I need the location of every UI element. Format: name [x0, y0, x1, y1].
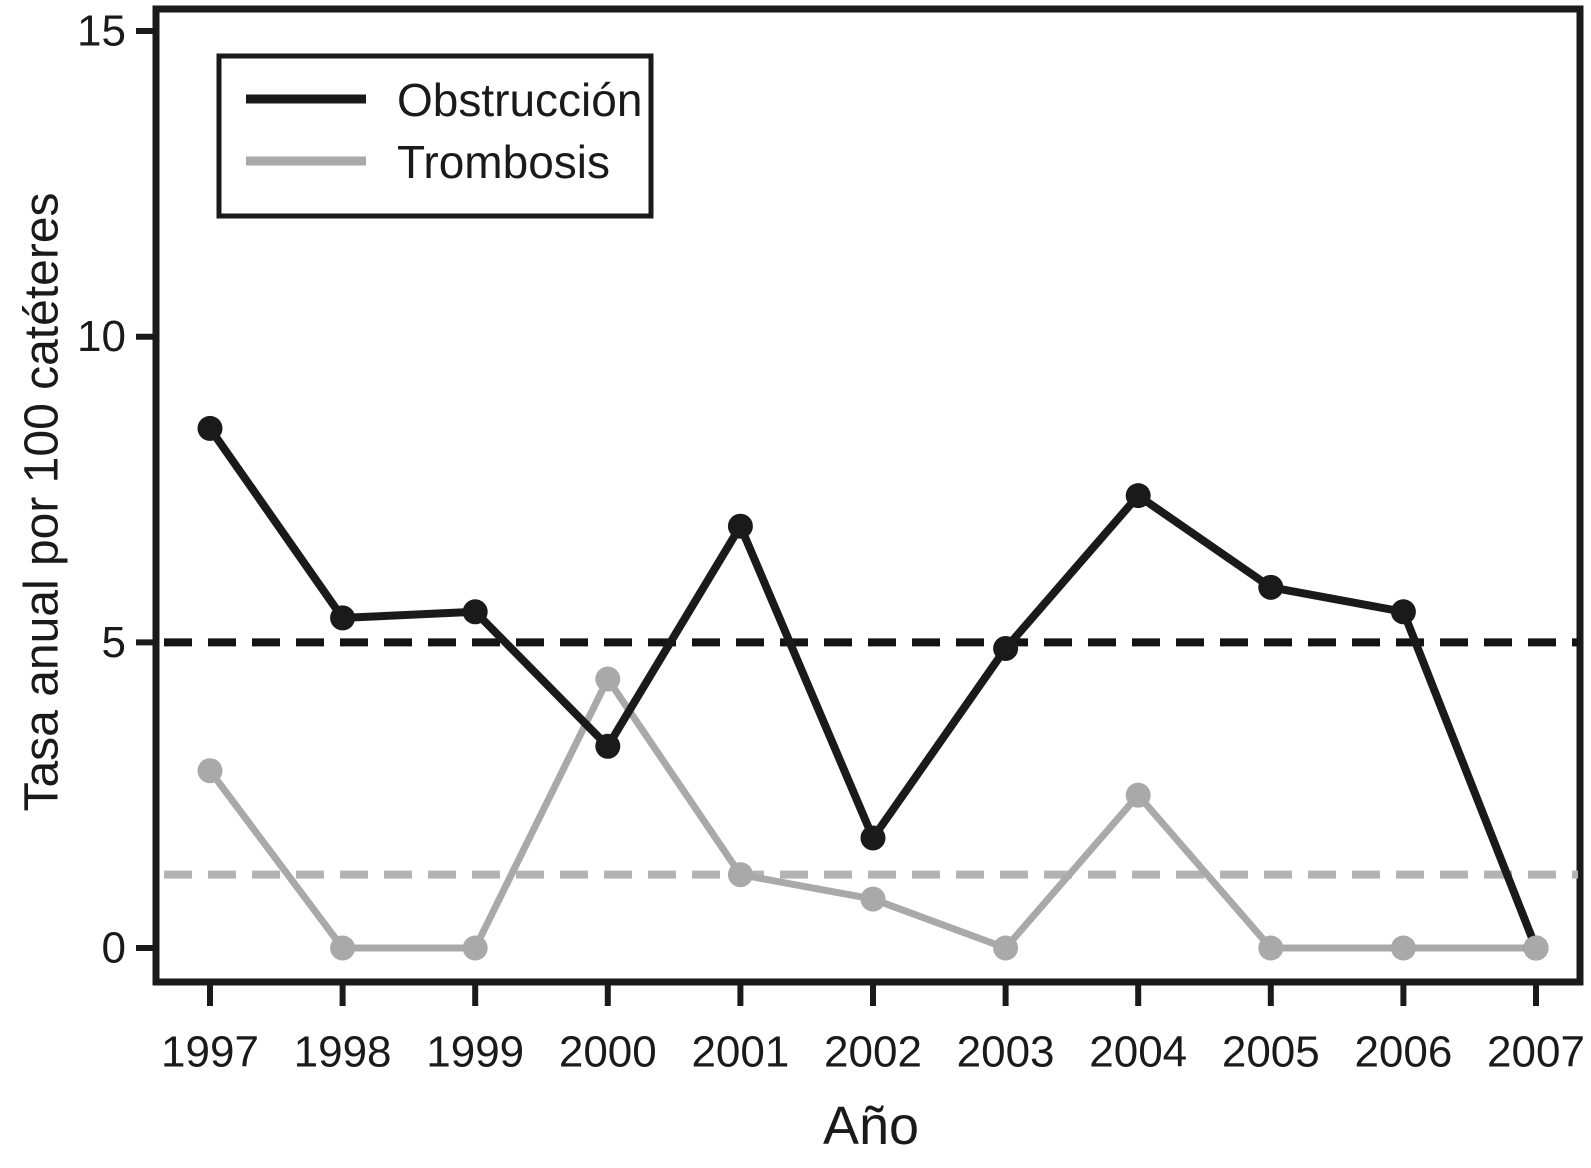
y-tick-label: 5 — [102, 618, 126, 667]
x-tick-label: 2001 — [691, 1028, 789, 1077]
series-point-trombosis — [595, 666, 621, 692]
x-tick-label: 1998 — [294, 1028, 392, 1077]
series-point-trombosis — [993, 935, 1019, 961]
legend-label-obstruccion: Obstrucción — [397, 74, 642, 126]
series-point-obstruccion — [595, 733, 621, 759]
plot-frame — [152, 5, 1584, 986]
series-point-trombosis — [727, 862, 753, 888]
x-tick-label: 2002 — [824, 1028, 922, 1077]
x-tick-label: 2007 — [1487, 1028, 1585, 1077]
x-tick-label: 2006 — [1354, 1028, 1452, 1077]
x-axis-title: Año — [823, 1096, 919, 1156]
legend: Obstrucción Trombosis — [216, 53, 654, 219]
series-point-obstruccion — [860, 825, 886, 851]
series-point-trombosis — [197, 758, 223, 784]
legend-label-trombosis: Trombosis — [397, 136, 610, 188]
series-point-obstruccion — [1125, 483, 1151, 509]
series-point-trombosis — [1523, 935, 1549, 961]
series-point-obstruccion — [727, 513, 753, 539]
series-point-trombosis — [462, 935, 488, 961]
series-point-trombosis — [860, 886, 886, 912]
series-point-obstruccion — [1390, 599, 1416, 625]
y-tick-label: 15 — [77, 7, 126, 56]
series-point-trombosis — [1125, 782, 1151, 808]
x-tick-label: 2003 — [957, 1028, 1055, 1077]
series-point-trombosis — [330, 935, 356, 961]
series-point-trombosis — [1258, 935, 1284, 961]
y-tick-label: 10 — [77, 312, 126, 361]
legend-box — [216, 53, 654, 219]
x-tick-label: 2005 — [1222, 1028, 1320, 1077]
series-point-obstruccion — [197, 415, 223, 441]
series-line-obstruccion — [206, 424, 1540, 952]
series-point-obstruccion — [1258, 574, 1284, 600]
x-tick-label: 1997 — [161, 1028, 259, 1077]
series-point-obstruccion — [993, 635, 1019, 661]
y-tick-label: 0 — [102, 924, 126, 973]
series-point-trombosis — [1390, 935, 1416, 961]
y-axis-title: Tasa anual por 100 catéteres — [16, 192, 69, 811]
series-point-obstruccion — [462, 599, 488, 625]
x-tick-label: 2004 — [1089, 1028, 1187, 1077]
x-tick-label: 2000 — [559, 1028, 657, 1077]
x-tick-label: 1999 — [426, 1028, 524, 1077]
series-point-obstruccion — [330, 605, 356, 631]
